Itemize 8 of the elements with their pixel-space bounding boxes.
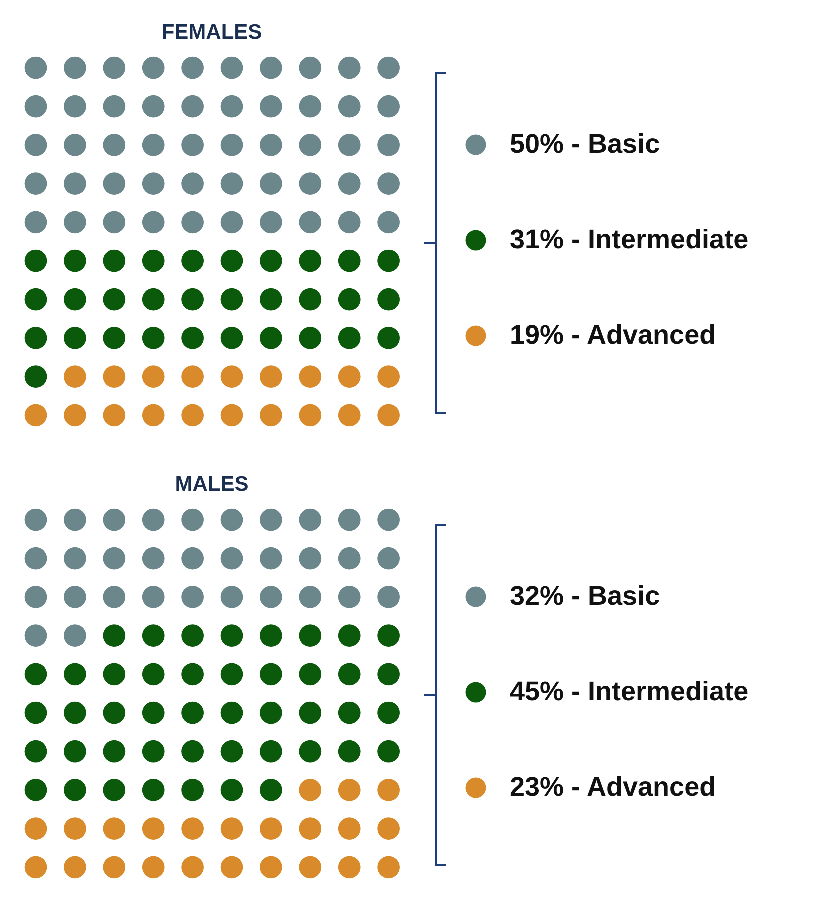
data-label: 32% - Basic [510, 581, 660, 611]
data-label: 31% - Intermediate [510, 224, 749, 254]
data-label: 19% - Advanced [510, 320, 716, 350]
data-label: 50% - Basic [510, 129, 660, 159]
data-label: 23% - Advanced [510, 772, 716, 802]
text: FEMALES [162, 21, 262, 44]
text: MALES [175, 473, 249, 496]
data-label: 45% - Intermediate [510, 676, 749, 706]
